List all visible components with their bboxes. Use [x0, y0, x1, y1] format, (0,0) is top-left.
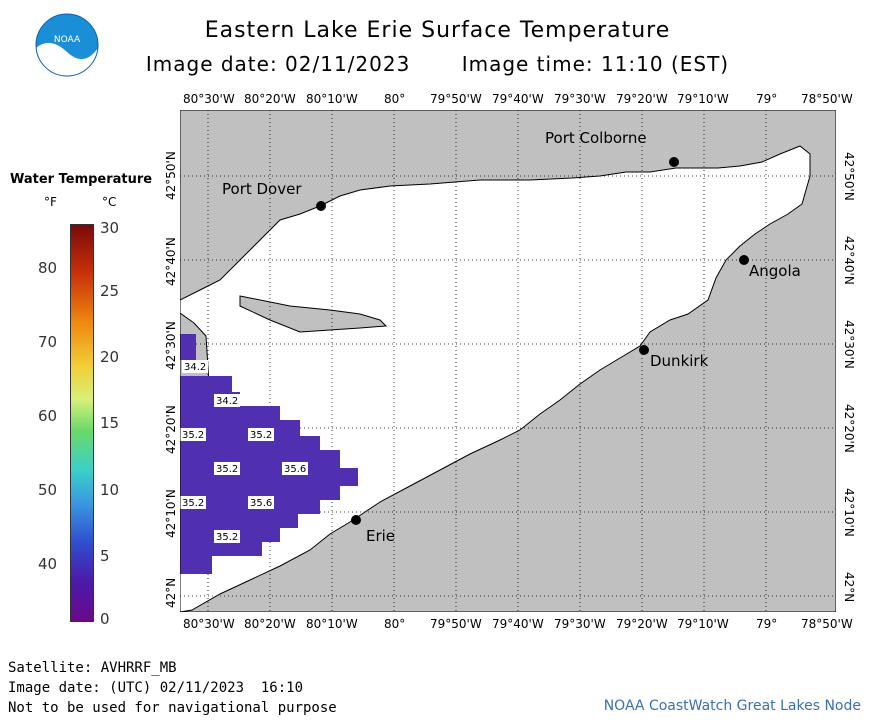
footer-credit: NOAA CoastWatch Great Lakes Node — [603, 698, 861, 714]
lon-label-bottom: 79°40'W — [492, 617, 544, 631]
noaa-logo-icon: NOAA — [35, 13, 99, 78]
legend-tick-f: 60 — [38, 407, 58, 425]
lat-label-right: 42°50'N — [842, 152, 856, 201]
temp-label: 35.6 — [284, 464, 306, 475]
footer-satellite: Satellite: AVHRRF_MB — [8, 660, 177, 676]
legend-tick-c: 0 — [100, 610, 110, 628]
lat-label-left: 42°10'N — [164, 489, 178, 538]
legend-tick-f: 80 — [38, 259, 58, 277]
temp-label: 35.2 — [216, 464, 238, 475]
lon-label-bottom: 79°10'W — [677, 617, 729, 631]
lon-label-top: 79°30'W — [554, 92, 606, 106]
lon-label-top: 79°40'W — [492, 92, 544, 106]
lat-label-left: 42°N — [164, 577, 178, 608]
image-date: Image date: 02/11/2023 — [145, 52, 411, 76]
legend-tick-c: 20 — [100, 348, 120, 366]
lat-label-right: 42°40'N — [842, 236, 856, 285]
footer-disclaimer: Not to be used for navigational purpose — [8, 700, 337, 716]
city-label-dunkirk: Dunkirk — [650, 352, 709, 370]
lon-label-bottom: 80°10'W — [306, 617, 358, 631]
city-label-erie: Erie — [366, 527, 396, 545]
lon-label-bottom: 78°50'W — [801, 617, 853, 631]
legend-title: Water Temperature — [10, 172, 153, 187]
long-point — [239, 295, 388, 333]
legend-tick-c: 30 — [100, 219, 120, 237]
lon-label-top: 79°20'W — [616, 92, 668, 106]
dunkirk-marker — [639, 345, 649, 355]
lon-label-top: 80°30'W — [183, 92, 235, 106]
subtitle: Image date: 02/11/2023 Image time: 11:10… — [0, 52, 875, 76]
legend-tick-f: 50 — [38, 481, 58, 499]
legend-tick-f: 40 — [38, 555, 58, 573]
page-title: Eastern Lake Erie Surface Temperature — [204, 18, 671, 43]
lon-label-bottom: 79°20'W — [616, 617, 668, 631]
image-time: Image time: 11:10 (EST) — [461, 52, 730, 76]
lat-label-left: 42°20'N — [164, 405, 178, 454]
temp-label: 35.2 — [216, 532, 238, 543]
temp-label: 35.2 — [250, 430, 272, 441]
lon-label-bottom: 80°30'W — [183, 617, 235, 631]
city-label-port-colborne: Port Colborne — [545, 129, 647, 147]
lat-label-right: 42°20'N — [842, 404, 856, 453]
angola-marker — [739, 255, 749, 265]
temperature-labels: 34.2 34.2 35.2 35.2 35.2 35.6 35.2 35.6 … — [180, 360, 308, 543]
lon-label-bottom: 80° — [384, 617, 406, 631]
temp-label: 35.6 — [250, 498, 272, 509]
logo-text: NOAA — [54, 35, 81, 45]
temperature-cells — [180, 334, 358, 574]
lat-label-right: 42°N — [842, 572, 856, 603]
lon-label-top: 79°50'W — [430, 92, 482, 106]
legend-unit-c: °C — [102, 195, 117, 209]
lon-label-top: 80°10'W — [306, 92, 358, 106]
lon-label-top: 80°20'W — [244, 92, 296, 106]
lake-map: 34.2 34.2 35.2 35.2 35.2 35.6 35.2 35.6 … — [180, 110, 836, 612]
legend-tick-c: 10 — [100, 481, 120, 499]
city-label-angola: Angola — [749, 262, 801, 280]
legend-tick-c: 25 — [100, 282, 120, 300]
graticule — [180, 110, 836, 612]
temp-label: 34.2 — [216, 396, 238, 407]
lat-label-left: 42°30'N — [164, 321, 178, 370]
lon-label-bottom: 79°50'W — [430, 617, 482, 631]
footer-image-date: Image date: (UTC) 02/11/2023 16:10 — [8, 680, 304, 696]
lat-label-right: 42°30'N — [842, 320, 856, 369]
lon-label-bottom: 79° — [756, 617, 778, 631]
temp-label: 35.2 — [182, 498, 204, 509]
city-label-port-dover: Port Dover — [222, 180, 302, 198]
lon-label-bottom: 79°30'W — [554, 617, 606, 631]
legend-tick-c: 5 — [100, 547, 110, 565]
lon-label-top: 79° — [756, 92, 778, 106]
lon-label-top: 80° — [384, 92, 406, 106]
lon-label-top: 78°50'W — [801, 92, 853, 106]
legend-tick-f: 70 — [38, 333, 58, 351]
legend-unit-f: °F — [44, 195, 57, 209]
port-dover-marker — [316, 201, 326, 211]
erie-marker — [351, 515, 361, 525]
temp-label: 35.2 — [182, 430, 204, 441]
lon-label-top: 79°10'W — [677, 92, 729, 106]
color-bar — [70, 224, 94, 622]
lat-label-left: 42°50'N — [164, 151, 178, 200]
legend-tick-c: 15 — [100, 414, 120, 432]
lat-label-left: 42°40'N — [164, 237, 178, 286]
lon-label-bottom: 80°20'W — [244, 617, 296, 631]
temp-label: 34.2 — [184, 362, 206, 373]
port-colborne-marker — [669, 157, 679, 167]
lat-label-right: 42°10'N — [842, 488, 856, 537]
